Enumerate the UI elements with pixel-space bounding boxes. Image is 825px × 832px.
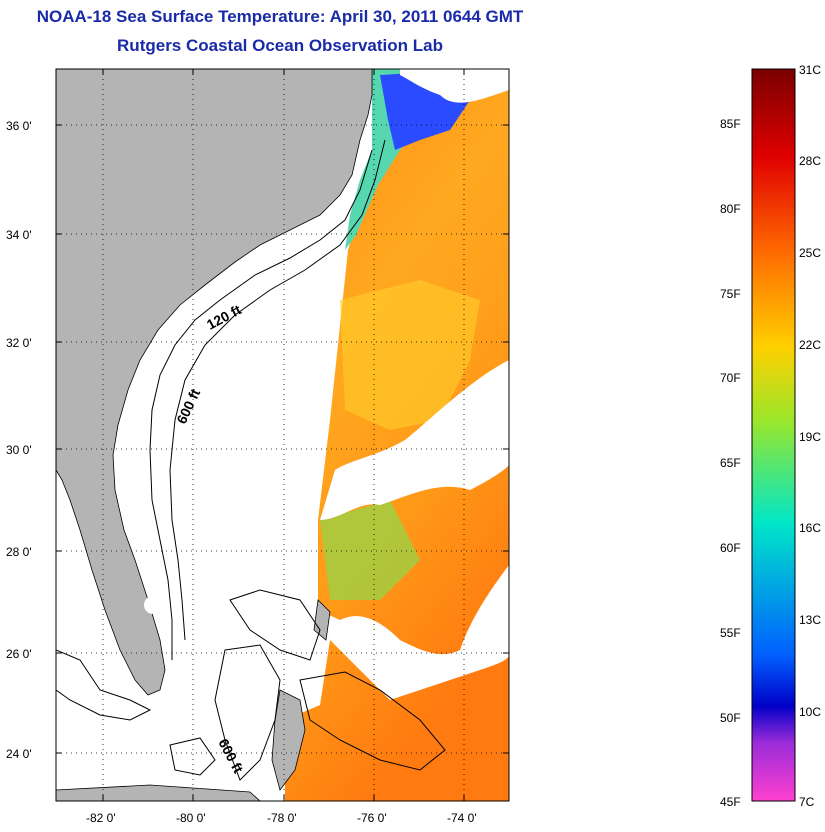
lat-gridlines [56,124,509,754]
colorbar [751,68,796,802]
lat-label-24: 24 0' [6,747,32,761]
bahamas-island [271,689,306,791]
lat-label-36: 36 0' [6,119,32,133]
cb-c-13: 13C [799,613,821,627]
colorbar-c-labels: 31C 28C 25C 22C 19C 16C 13C 10C 7C [799,63,821,809]
green-water [320,500,420,600]
contour-bahamas-3 [299,671,446,771]
cb-f-65: 65F [720,456,741,470]
cb-c-16: 16C [799,521,821,535]
bahamas-island-2 [313,599,331,641]
lat-label-28: 28 0' [6,545,32,559]
cuba-landmass [56,784,261,801]
cb-f-55: 55F [720,626,741,640]
lon-labels: -82 0' -80 0' -78 0' -76 0' -74 0' [86,811,477,825]
colorbar-f-labels: 85F 80F 75F 70F 65F 60F 55F 50F 45F [720,117,741,809]
map-title: NOAA-18 Sea Surface Temperature: April 3… [36,7,524,26]
cb-f-80: 80F [720,202,741,216]
cb-c-19: 19C [799,430,821,444]
lat-label-32: 32 0' [6,336,32,350]
cb-f-75: 75F [720,287,741,301]
axis-ticks [56,69,509,801]
contour-600ft [169,139,386,641]
cb-c-10: 10C [799,705,821,719]
lon-label-74: -74 0' [447,811,477,825]
cb-c-22: 22C [799,338,821,352]
contour-bahamas-2 [214,644,281,781]
cb-f-45: 45F [720,795,741,809]
cb-f-60: 60F [720,541,741,555]
lon-label-78: -78 0' [267,811,297,825]
us-mainland-landmass [56,69,373,696]
sst-swath [285,69,509,801]
lon-label-80: -80 0' [176,811,206,825]
cb-c-25: 25C [799,246,821,260]
cb-f-85: 85F [720,117,741,131]
cloud-area-north [400,69,509,103]
lat-label-30: 30 0' [6,443,32,457]
contour-keys [56,649,152,721]
lon-label-82: -82 0' [86,811,116,825]
cb-f-70: 70F [720,371,741,385]
lon-label-76: -76 0' [357,811,387,825]
cloud-area [320,360,509,520]
warm-yellow-water [340,280,480,430]
contour-120ft [149,149,373,660]
lat-label-26: 26 0' [6,647,32,661]
cb-f-50: 50F [720,711,741,725]
lat-labels: 36 0' 34 0' 32 0' 30 0' 28 0' 26 0' 24 0… [6,119,32,761]
cb-c-7: 7C [799,795,815,809]
cb-c-31: 31C [799,63,821,77]
cloud-area-south [318,565,509,700]
cb-c-28: 28C [799,154,821,168]
map-subtitle: Rutgers Coastal Ocean Observation Lab [117,36,443,55]
contour-bahamas [229,589,321,661]
map-frame [55,68,510,802]
contour-cuba-shelf [169,737,216,776]
lat-label-34: 34 0' [6,228,32,242]
lon-gridlines [102,69,465,801]
lake-okeechobee [144,596,162,614]
